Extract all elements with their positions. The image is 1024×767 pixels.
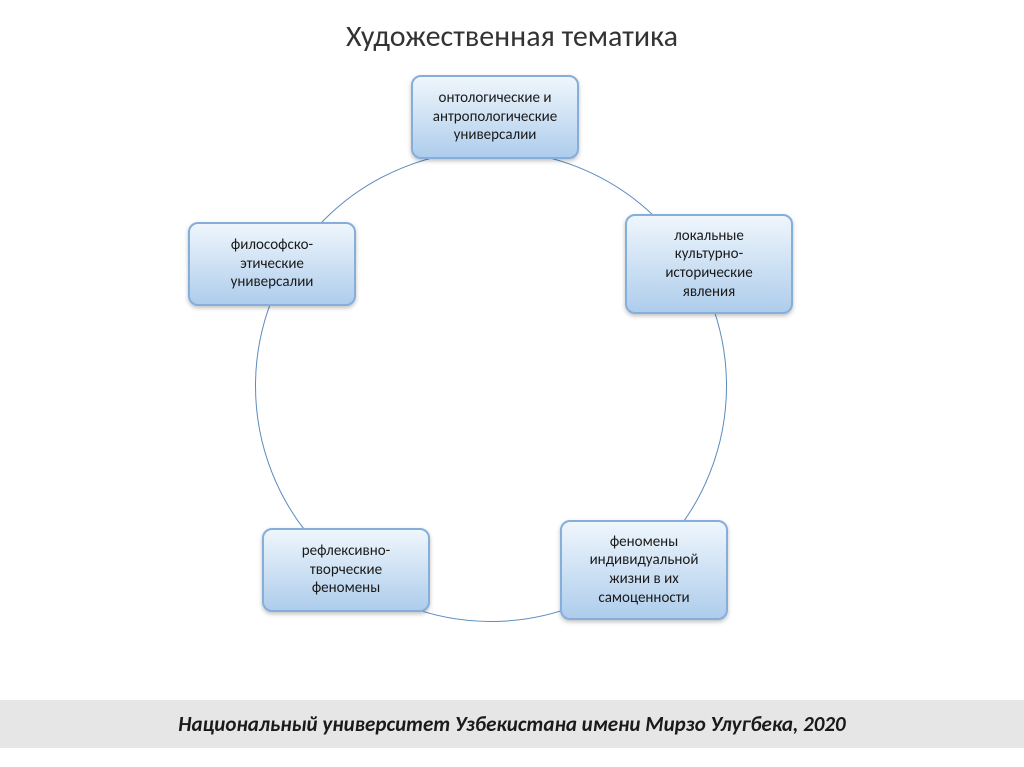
node-philosophical: философско- этические универсалии [188,222,356,306]
node-local: локальные культурно- исторические явлени… [625,214,793,314]
node-reflexive: рефлексивно- творческие феномены [262,528,430,612]
diagram-title: Художественная тематика [0,18,1024,55]
node-ontological: онтологические и антропологические униве… [411,75,579,159]
footer-caption: Национальный университет Узбекистана име… [0,700,1024,748]
node-phenomena: феномены индивидуальной жизни в их самоц… [560,520,728,620]
